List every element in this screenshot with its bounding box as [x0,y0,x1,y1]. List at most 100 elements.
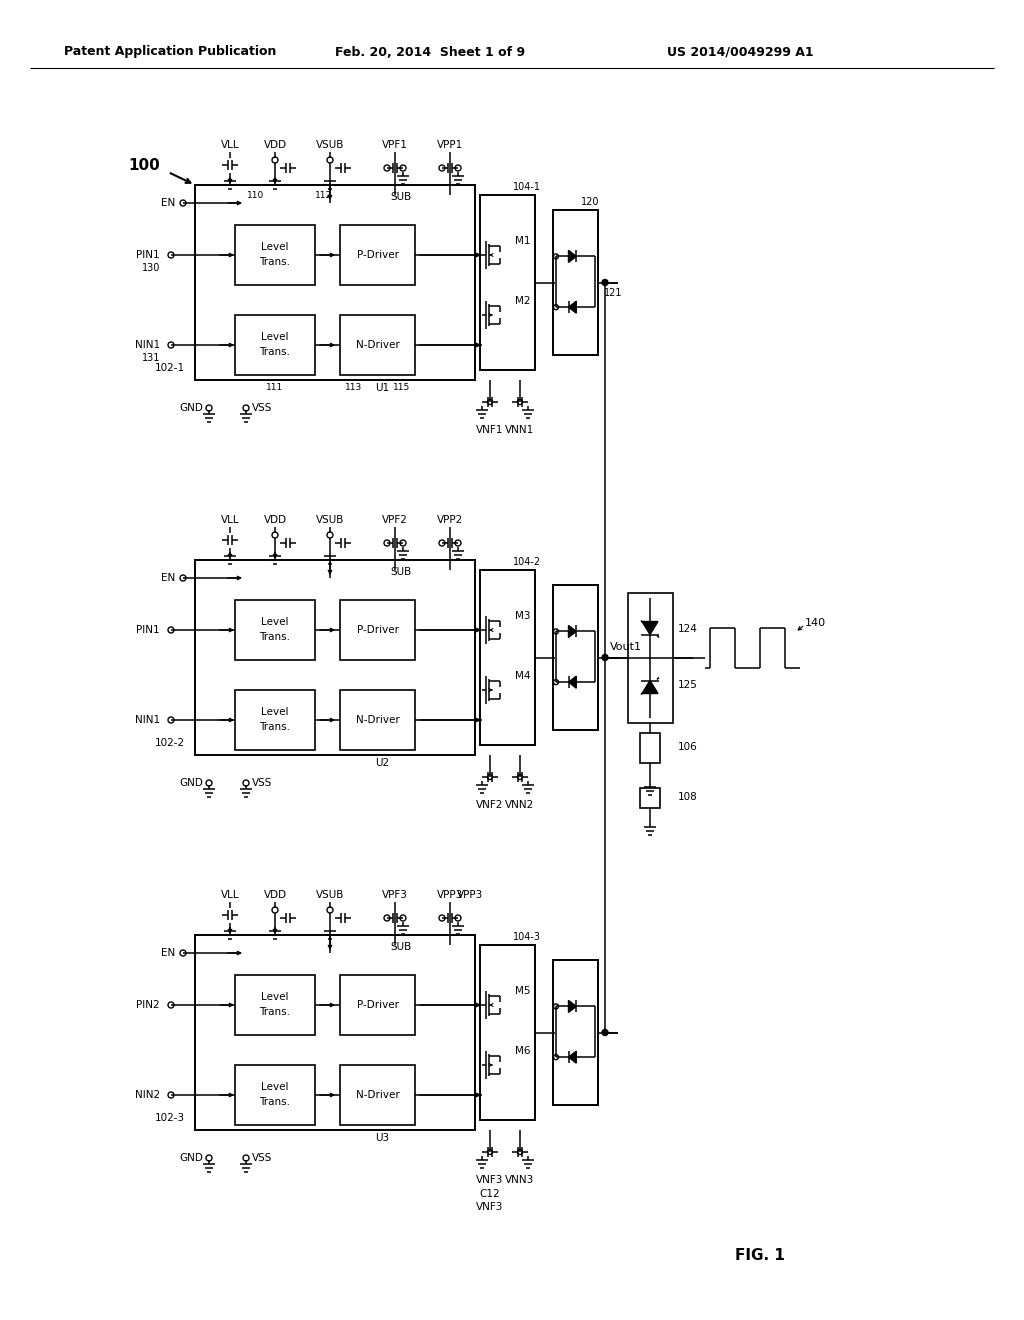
Polygon shape [568,626,577,638]
Text: VNN2: VNN2 [506,800,535,810]
Bar [640,788,660,808]
Text: Trans.: Trans. [259,722,291,733]
Bar [553,210,598,355]
Text: P-Driver: P-Driver [356,624,398,635]
Circle shape [602,280,608,285]
Text: 112: 112 [315,191,332,201]
Text: VPP3: VPP3 [437,890,463,900]
Bar [234,315,315,375]
Text: GND: GND [179,403,203,413]
Text: N-Driver: N-Driver [355,715,399,725]
Text: VNF3: VNF3 [476,1175,504,1185]
Text: VSS: VSS [252,403,272,413]
Bar [234,601,315,660]
Polygon shape [568,676,577,688]
Bar [480,570,535,744]
Text: 104-2: 104-2 [512,557,541,568]
Text: M2: M2 [515,296,530,306]
Text: VPP1: VPP1 [437,140,463,150]
Text: Patent Application Publication: Patent Application Publication [63,45,276,58]
Text: 115: 115 [393,384,410,392]
Text: 130: 130 [141,263,160,273]
Text: PIN1: PIN1 [136,249,160,260]
Text: U2: U2 [376,758,389,768]
Text: M6: M6 [515,1045,530,1056]
Text: VSUB: VSUB [315,890,344,900]
Bar [234,1065,315,1125]
Text: Trans.: Trans. [259,1097,291,1107]
Text: VSUB: VSUB [315,515,344,525]
Text: US 2014/0049299 A1: US 2014/0049299 A1 [667,45,813,58]
Text: 106: 106 [678,742,697,752]
Text: VDD: VDD [263,890,287,900]
Bar [480,945,535,1119]
Polygon shape [568,251,577,263]
Bar [480,195,535,370]
Text: VNF2: VNF2 [476,800,504,810]
Text: VLL: VLL [221,515,240,525]
Bar [234,975,315,1035]
Text: N-Driver: N-Driver [355,1090,399,1100]
Text: Trans.: Trans. [259,257,291,267]
Text: NIN1: NIN1 [135,715,160,725]
Text: 113: 113 [345,384,362,392]
Text: EN: EN [161,948,175,958]
Text: VPP3: VPP3 [457,890,483,900]
Text: VSS: VSS [252,777,272,788]
Bar [234,690,315,750]
Text: VPF2: VPF2 [382,515,408,525]
Text: Trans.: Trans. [259,1007,291,1016]
Text: 120: 120 [581,197,599,207]
Bar [340,315,415,375]
Bar [340,690,415,750]
Bar [340,601,415,660]
Text: Feb. 20, 2014  Sheet 1 of 9: Feb. 20, 2014 Sheet 1 of 9 [335,45,525,58]
Text: SUB: SUB [390,568,412,577]
Text: U3: U3 [376,1133,389,1143]
Text: NIN2: NIN2 [135,1090,160,1100]
Text: VPP2: VPP2 [437,515,463,525]
Text: VNN1: VNN1 [506,425,535,436]
Text: VNN3: VNN3 [506,1175,535,1185]
Polygon shape [568,1051,577,1063]
Bar [640,733,660,763]
Text: Level: Level [261,616,289,627]
Text: M3: M3 [515,611,530,620]
Text: Level: Level [261,993,289,1002]
Text: M4: M4 [515,671,530,681]
Text: Level: Level [261,333,289,342]
Polygon shape [642,681,658,693]
Text: 102-3: 102-3 [155,1113,185,1123]
Circle shape [602,655,608,660]
Bar [195,560,475,755]
Polygon shape [568,1001,577,1012]
Text: P-Driver: P-Driver [356,249,398,260]
Text: GND: GND [179,777,203,788]
Text: SUB: SUB [390,942,412,952]
Text: PIN1: PIN1 [136,624,160,635]
Text: VSUB: VSUB [315,140,344,150]
Text: GND: GND [179,1152,203,1163]
Text: VDD: VDD [263,140,287,150]
Text: NIN1: NIN1 [135,341,160,350]
Text: 102-1: 102-1 [155,363,185,374]
Text: 131: 131 [141,352,160,363]
Text: N-Driver: N-Driver [355,341,399,350]
Bar [340,975,415,1035]
Text: EN: EN [161,573,175,583]
Text: VDD: VDD [263,515,287,525]
Text: VSS: VSS [252,1152,272,1163]
Bar [553,585,598,730]
Text: FIG. 1: FIG. 1 [735,1247,785,1262]
Text: PIN2: PIN2 [136,1001,160,1010]
Polygon shape [568,301,577,313]
Text: VPF3: VPF3 [382,890,408,900]
Text: SUB: SUB [390,191,412,202]
Bar [340,1065,415,1125]
Text: 121: 121 [604,288,623,297]
Text: VLL: VLL [221,890,240,900]
Circle shape [602,1030,608,1035]
Text: P-Driver: P-Driver [356,1001,398,1010]
Text: VNF1: VNF1 [476,425,504,436]
Text: 111: 111 [266,384,284,392]
